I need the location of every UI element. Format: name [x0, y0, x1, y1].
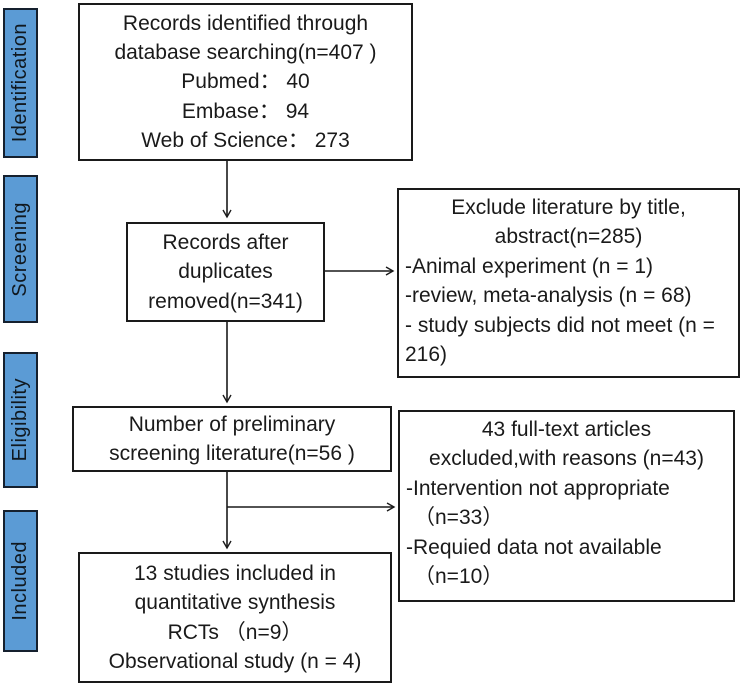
- box-records-identified: Records identified through database sear…: [78, 3, 413, 161]
- excluded-fulltext-item-count: （n=10）: [414, 564, 504, 588]
- stage-eligibility: Eligibility: [3, 352, 38, 488]
- duplicates-line: Records after: [162, 230, 289, 254]
- excluded-title-item: -Animal experiment (n = 1): [405, 254, 654, 278]
- records-identified-line: database searching(n=407 ): [114, 40, 377, 64]
- included-studies-line: 13 studies included in: [134, 561, 336, 585]
- duplicates-line: removed(n=341): [148, 289, 303, 313]
- box-included-studies: 13 studies included in quantitative synt…: [78, 552, 392, 683]
- included-studies-line: quantitative synthesis: [134, 591, 336, 615]
- duplicates-line: duplicates: [178, 260, 273, 284]
- excluded-fulltext-heading: excluded,with reasons (n=43): [429, 447, 704, 471]
- stage-identification-label: Identification: [9, 23, 31, 143]
- stage-included: Included: [3, 510, 38, 652]
- excluded-title-heading: Exclude literature by title,: [451, 196, 686, 219]
- excluded-title-item: - study subjects did not meet (n = 216): [405, 313, 715, 366]
- excluded-fulltext-item: -Requied data not available: [406, 535, 662, 559]
- stage-screening-label: Screening: [9, 201, 31, 297]
- box-excluded-fulltext: 43 full-text articles excluded,with reas…: [398, 410, 735, 602]
- box-duplicates-removed: Records after duplicates removed(n=341): [126, 222, 325, 322]
- stage-identification: Identification: [3, 8, 38, 158]
- excluded-fulltext-heading: 43 full-text articles: [481, 418, 652, 441]
- records-identified-wos: Web of Science： 273: [141, 129, 350, 153]
- records-identified-line: Records identified through: [122, 11, 369, 35]
- included-studies-rcts: RCTs （n=9）: [167, 620, 303, 644]
- box-excluded-title-abstract: Exclude literature by title, abstract(n=…: [397, 188, 740, 378]
- stage-eligibility-label: Eligibility: [9, 378, 31, 462]
- box-preliminary-screening: Number of preliminary screening literatu…: [72, 406, 392, 472]
- records-identified-embase: Embase： 94: [181, 99, 310, 123]
- preliminary-line: Number of preliminary: [128, 412, 336, 436]
- excluded-fulltext-item: -Intervention not appropriate: [406, 476, 670, 500]
- stage-screening: Screening: [3, 175, 38, 323]
- excluded-title-item: -review, meta-analysis (n = 68): [405, 284, 692, 308]
- records-identified-pubmed: Pubmed： 40: [181, 70, 310, 94]
- excluded-fulltext-item-count: （n=33）: [414, 506, 504, 530]
- included-studies-observational: Observational study (n = 4): [108, 649, 362, 673]
- excluded-title-heading: abstract(n=285): [494, 225, 643, 249]
- preliminary-line: screening literature(n=56 ): [109, 442, 355, 465]
- stage-included-label: Included: [9, 541, 31, 621]
